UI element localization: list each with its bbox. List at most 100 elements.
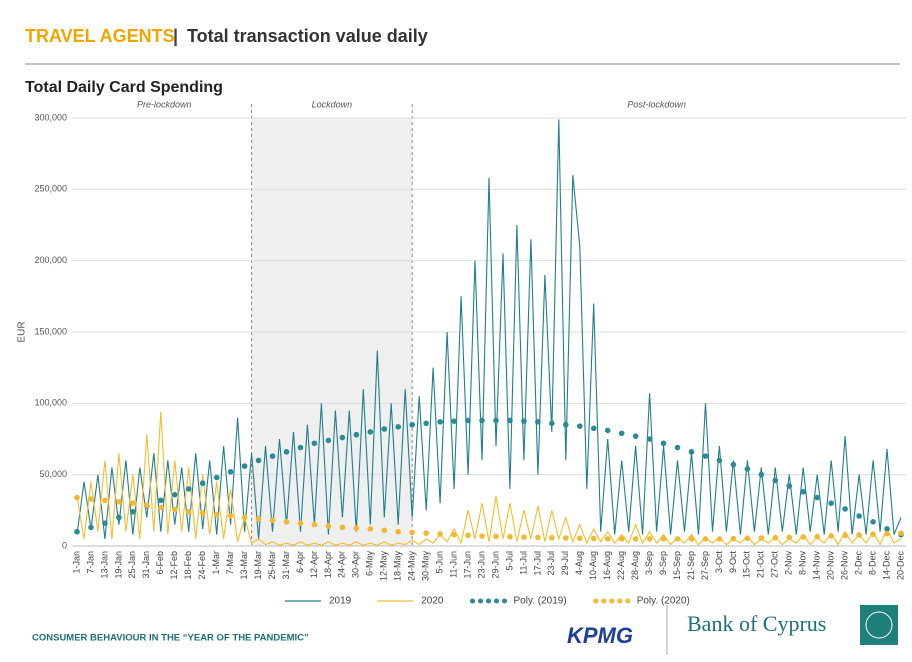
trend-dot bbox=[213, 511, 220, 518]
x-tick-label: 21-Sep bbox=[686, 551, 696, 580]
trend-dot bbox=[171, 491, 178, 498]
trend-dot bbox=[353, 431, 360, 438]
x-tick-label: 10-Aug bbox=[588, 551, 598, 580]
trend-dot bbox=[102, 520, 108, 526]
trend-dot bbox=[814, 533, 821, 540]
trend-dot bbox=[241, 463, 248, 469]
trend-dot bbox=[870, 531, 876, 538]
trend-dot bbox=[772, 534, 779, 541]
trend-dot bbox=[451, 531, 457, 538]
header-category: TRAVEL AGENTS bbox=[25, 26, 175, 46]
legend-label: 2020 bbox=[421, 596, 444, 607]
x-tick-label: 8-Nov bbox=[798, 551, 808, 576]
trend-dot bbox=[269, 453, 276, 459]
x-tick-label: 4-Aug bbox=[574, 551, 584, 575]
trend-dot bbox=[646, 536, 653, 542]
trend-dot bbox=[856, 532, 862, 538]
period-label: Lockdown bbox=[312, 99, 353, 109]
trend-dot bbox=[227, 513, 234, 519]
x-tick-label: 17-Jul bbox=[532, 551, 542, 576]
x-tick-label: 3-Oct bbox=[714, 551, 724, 574]
x-tick-label: 22-Aug bbox=[616, 551, 626, 580]
period-label: Pre-lockdown bbox=[137, 99, 192, 109]
y-axis-label: EUR bbox=[17, 321, 28, 342]
trend-dot bbox=[367, 429, 374, 435]
trend-dot bbox=[535, 534, 541, 541]
trend-dot bbox=[730, 461, 737, 468]
x-tick-label: 12-May bbox=[379, 551, 389, 582]
x-tick-label: 1-Mar bbox=[211, 551, 221, 575]
trend-dot bbox=[549, 534, 555, 541]
trend-dot bbox=[437, 531, 443, 537]
x-tick-label: 24-May bbox=[407, 551, 417, 582]
x-tick-label: 25-Mar bbox=[267, 551, 277, 580]
trend-dot bbox=[800, 488, 807, 495]
trend-dot bbox=[465, 532, 471, 539]
x-tick-label: 16-Aug bbox=[602, 551, 612, 580]
x-tick-label: 14-Nov bbox=[812, 551, 822, 581]
trend-dot bbox=[842, 506, 848, 512]
x-tick-label: 8-Dec bbox=[867, 551, 877, 576]
trend-dot bbox=[716, 536, 723, 542]
legend-swatch bbox=[494, 598, 499, 604]
period-label: Post-lockdown bbox=[627, 99, 686, 109]
trend-dot bbox=[632, 536, 639, 542]
trend-dot bbox=[437, 419, 443, 425]
trend-dot bbox=[884, 526, 890, 532]
trend-dot bbox=[856, 513, 862, 519]
legend-swatch bbox=[609, 598, 615, 604]
x-tick-label: 9-Oct bbox=[728, 551, 738, 574]
footer-note: CONSUMER BEHAVIOUR IN THE “YEAR OF THE P… bbox=[32, 633, 309, 644]
x-tick-label: 7-Mar bbox=[225, 551, 235, 575]
boc-logo: Bank of Cyprus bbox=[687, 611, 826, 636]
y-tick-label: 300,000 bbox=[34, 112, 67, 122]
x-tick-label: 31-Mar bbox=[281, 551, 291, 580]
trend-dot bbox=[157, 504, 164, 511]
trend-dot bbox=[674, 536, 681, 542]
trend-dot bbox=[409, 421, 415, 428]
trend-dot bbox=[716, 457, 723, 464]
series-line bbox=[76, 119, 902, 539]
x-tick-label: 5-Jul bbox=[504, 551, 514, 571]
x-tick-label: 24-Apr bbox=[337, 551, 347, 578]
trend-dot bbox=[283, 449, 290, 455]
trend-dot bbox=[74, 494, 80, 501]
trend-dot bbox=[688, 449, 695, 455]
series-line bbox=[76, 411, 902, 546]
legend-label: 2019 bbox=[329, 596, 352, 607]
trend-dot bbox=[758, 471, 765, 478]
trend-dot bbox=[465, 417, 471, 424]
trend-dot bbox=[493, 417, 499, 424]
trend-dot bbox=[660, 440, 667, 447]
trend-dot bbox=[381, 527, 388, 534]
x-tick-label: 28-Aug bbox=[630, 551, 640, 580]
trend-dot bbox=[702, 453, 709, 459]
trend-dot bbox=[116, 498, 122, 505]
x-tick-label: 6-May bbox=[365, 551, 375, 577]
x-tick-label: 20-Nov bbox=[826, 551, 836, 581]
x-tick-label: 11-Jun bbox=[448, 551, 458, 578]
x-tick-label: 27-Oct bbox=[770, 551, 780, 579]
x-tick-label: 20-Dec bbox=[895, 551, 905, 581]
legend-swatch bbox=[486, 598, 491, 604]
trend-dot bbox=[772, 477, 779, 484]
trend-dot bbox=[884, 530, 890, 537]
x-tick-label: 13-Mar bbox=[239, 551, 249, 580]
trend-dot bbox=[535, 419, 541, 425]
y-tick-label: 50,000 bbox=[39, 469, 67, 479]
trend-dot bbox=[800, 534, 807, 540]
trend-dot bbox=[297, 520, 304, 526]
trend-dot bbox=[479, 417, 485, 424]
x-tick-label: 14-Dec bbox=[881, 551, 891, 581]
trend-dot bbox=[381, 426, 388, 432]
trend-dot bbox=[88, 496, 94, 502]
x-tick-label: 12-Feb bbox=[169, 551, 179, 580]
x-tick-label: 15-Oct bbox=[742, 551, 752, 579]
trend-dot bbox=[325, 437, 332, 444]
x-tick-label: 21-Oct bbox=[756, 551, 766, 579]
trend-dot bbox=[213, 474, 220, 481]
trend-dot bbox=[199, 510, 206, 516]
trend-dot bbox=[339, 524, 346, 531]
trend-dot bbox=[521, 534, 527, 540]
